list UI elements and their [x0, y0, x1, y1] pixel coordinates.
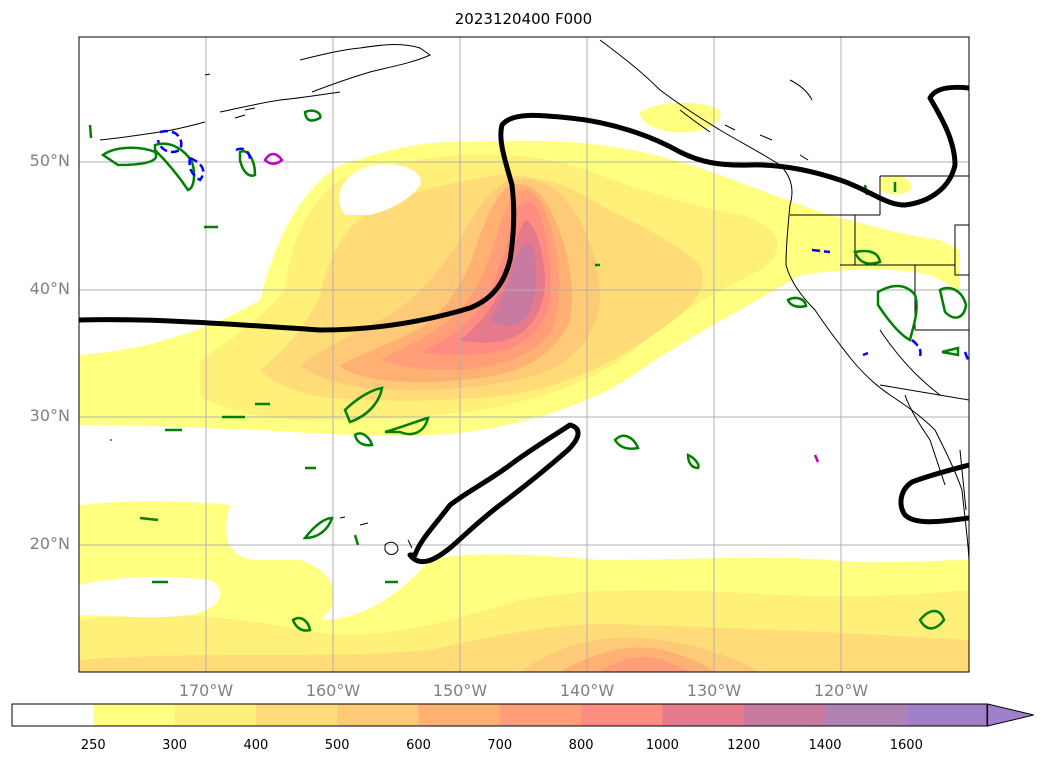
- colorbar-segment: [500, 704, 582, 726]
- colorbar-segments: [12, 704, 988, 726]
- colorbar-tick-label: 300: [150, 738, 200, 753]
- lon-label-120w: 120°W: [801, 681, 881, 700]
- lat-label-50n: 50°N: [0, 151, 70, 170]
- colorbar-segment: [419, 704, 501, 726]
- colorbar-segment: [581, 704, 663, 726]
- colorbar-segment: [825, 704, 907, 726]
- lon-label-140w: 140°W: [547, 681, 627, 700]
- colorbar-tick-label: 500: [312, 738, 362, 753]
- colorbar-segment: [906, 704, 988, 726]
- colorbar-segment: [337, 704, 419, 726]
- colorbar-segment: [662, 704, 744, 726]
- lon-label-160w: 160°W: [293, 681, 373, 700]
- colorbar-segment: [744, 704, 826, 726]
- colorbar-tick-label: 250: [68, 738, 118, 753]
- colorbar-tick-label: 600: [394, 738, 444, 753]
- green-contour-line-1: [90, 125, 91, 138]
- ivt-gap-south: [79, 577, 220, 618]
- colorbar-extend-arrow: [988, 704, 1034, 726]
- map-canvas: [0, 0, 1047, 700]
- lon-label-150w: 150°W: [420, 681, 500, 700]
- colorbar-tick-label: 1400: [800, 738, 850, 753]
- lon-label-170w: 170°W: [166, 681, 246, 700]
- lat-label-20n: 20°N: [0, 534, 70, 553]
- colorbar-tick-label: 1200: [719, 738, 769, 753]
- lat-label-40n: 40°N: [0, 279, 70, 298]
- colorbar-segment: [12, 704, 94, 726]
- lat-label-30n: 30°N: [0, 406, 70, 425]
- colorbar-outline: [12, 704, 987, 726]
- colorbar-segment: [256, 704, 338, 726]
- colorbar-tick-label: 700: [475, 738, 525, 753]
- lon-label-130w: 130°W: [674, 681, 754, 700]
- colorbar-tick-label: 800: [556, 738, 606, 753]
- colorbar-segment: [93, 704, 175, 726]
- colorbar-tick-label: 400: [231, 738, 281, 753]
- colorbar-tick-label: 1000: [637, 738, 687, 753]
- colorbar-segment: [175, 704, 257, 726]
- colorbar-tick-label: 1600: [881, 738, 931, 753]
